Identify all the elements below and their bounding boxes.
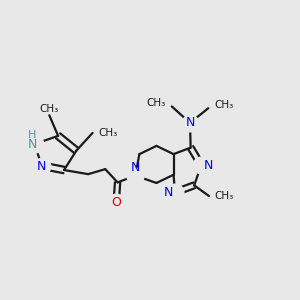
Text: CH₃: CH₃ bbox=[40, 104, 59, 114]
Text: O: O bbox=[111, 196, 121, 209]
Text: N: N bbox=[130, 161, 140, 175]
Text: N: N bbox=[37, 160, 46, 173]
Text: N: N bbox=[28, 138, 37, 151]
Text: CH₃: CH₃ bbox=[98, 128, 118, 138]
Text: CH₃: CH₃ bbox=[146, 98, 165, 109]
Text: CH₃: CH₃ bbox=[215, 100, 234, 110]
Text: H: H bbox=[28, 130, 36, 140]
Text: CH₃: CH₃ bbox=[215, 191, 234, 201]
Text: N: N bbox=[164, 186, 173, 199]
Text: N: N bbox=[185, 116, 195, 129]
Text: N: N bbox=[204, 159, 213, 172]
